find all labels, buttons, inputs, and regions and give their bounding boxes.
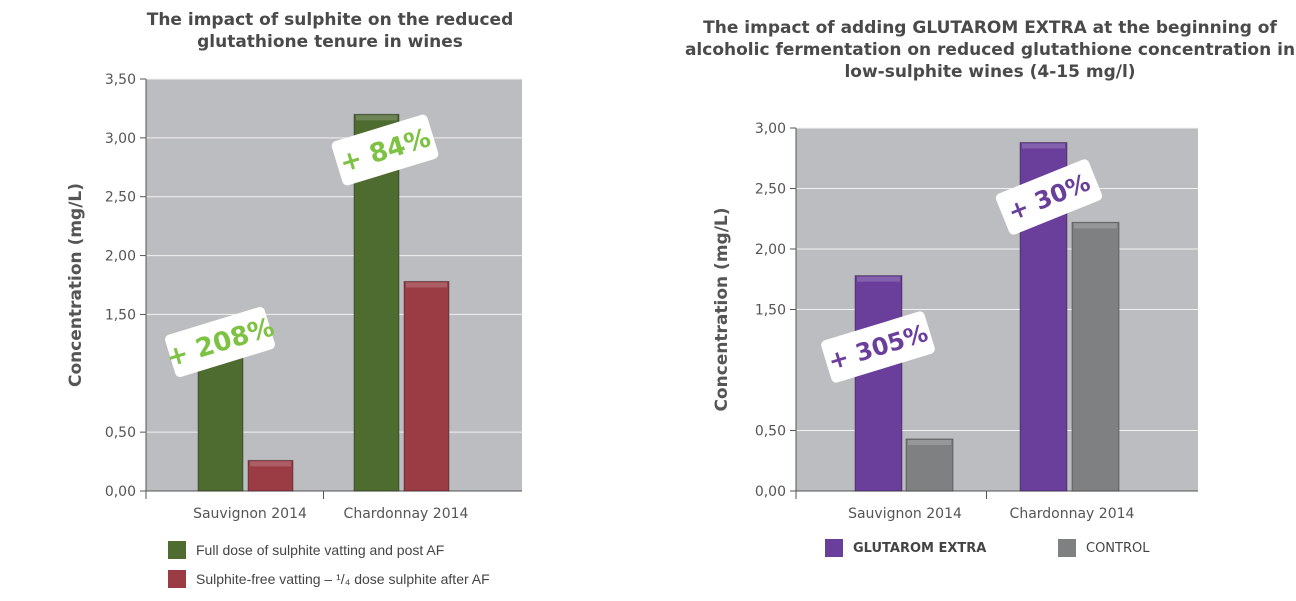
bar-highlight — [1022, 143, 1065, 149]
legend-item-full-dose: Full dose of sulphite vatting and post A… — [168, 541, 444, 559]
y-tick-label: 0,00 — [105, 484, 136, 500]
annotation-box — [821, 311, 935, 383]
category-label: Chardonnay 2014 — [1010, 506, 1135, 522]
legend-item-control: CONTROL — [1058, 539, 1149, 557]
legend-label-sulphite-free: Sulphite-free vatting – ¹/₄ dose sulphit… — [196, 571, 490, 587]
bar-series1-sauvignon — [854, 275, 903, 492]
y-tick-label: 0,50 — [105, 425, 136, 441]
y-tick-label: 1,50 — [755, 303, 786, 319]
bar-highlight — [1074, 223, 1117, 229]
legend-label-full-dose: Full dose of sulphite vatting and post A… — [196, 542, 445, 558]
legend-item-sulphite-free: Sulphite-free vatting – ¹/₄ dose sulphit… — [168, 570, 490, 588]
legend-label-control: CONTROL — [1086, 540, 1150, 556]
legend-item-glutarom: GLUTAROM EXTRA — [825, 539, 986, 557]
y-tick-label: 3,00 — [755, 121, 786, 137]
y-tick-label: 0,00 — [755, 484, 786, 500]
chart1-group: 0,00 0,50 1,50 2,00 2,50 3,00 3,50 Concentratio… — [66, 72, 522, 522]
y-tick-label: 2,50 — [105, 190, 136, 206]
y-tick-label: 0,50 — [755, 424, 786, 440]
bar-series2-sauvignon — [905, 438, 954, 492]
chart2-title: The impact of adding GLUTAROM EXTRA at t… — [684, 18, 1296, 82]
y-tick-label: 2,50 — [755, 182, 786, 198]
bar-highlight — [908, 439, 951, 445]
chart1-y-axis-label: Concentration (mg/L) — [66, 183, 86, 387]
chart2-y-axis-label: Concentration (mg/L) — [712, 207, 732, 411]
legend-swatch-glutarom — [825, 539, 843, 557]
bar-highlight — [406, 282, 447, 288]
annotation-box — [995, 159, 1103, 235]
bar-highlight — [356, 115, 397, 121]
y-tick-label: 3,00 — [105, 131, 136, 147]
legend-swatch-full-dose — [168, 541, 186, 559]
annotation-box — [165, 307, 275, 377]
chart2-group: 0,00 0,50 1,50 2,00 2,50 3,00 Concentration (m… — [712, 121, 1198, 522]
bar-highlight — [250, 461, 291, 467]
legend-swatch-sulphite-free — [168, 570, 186, 588]
bar-series2-chardonnay — [1071, 221, 1120, 492]
category-label: Sauvignon 2014 — [193, 506, 307, 522]
y-tick-label: 3,50 — [105, 72, 136, 88]
category-label: Sauvignon 2014 — [848, 506, 962, 522]
y-tick-label: 2,00 — [755, 242, 786, 258]
chart1-title: The impact of sulphite on the reduced gl… — [146, 10, 514, 52]
bar-series2-sauvignon — [247, 459, 294, 492]
legend-swatch-control — [1058, 539, 1076, 557]
category-label: Chardonnay 2014 — [344, 506, 469, 522]
bar-highlight — [857, 276, 900, 282]
bar-series2-chardonnay — [403, 280, 450, 492]
annotation-box — [331, 114, 439, 186]
legend-label-glutarom: GLUTAROM EXTRA — [853, 540, 987, 556]
y-tick-label: 1,50 — [105, 307, 136, 323]
y-tick-label: 2,00 — [105, 249, 136, 265]
